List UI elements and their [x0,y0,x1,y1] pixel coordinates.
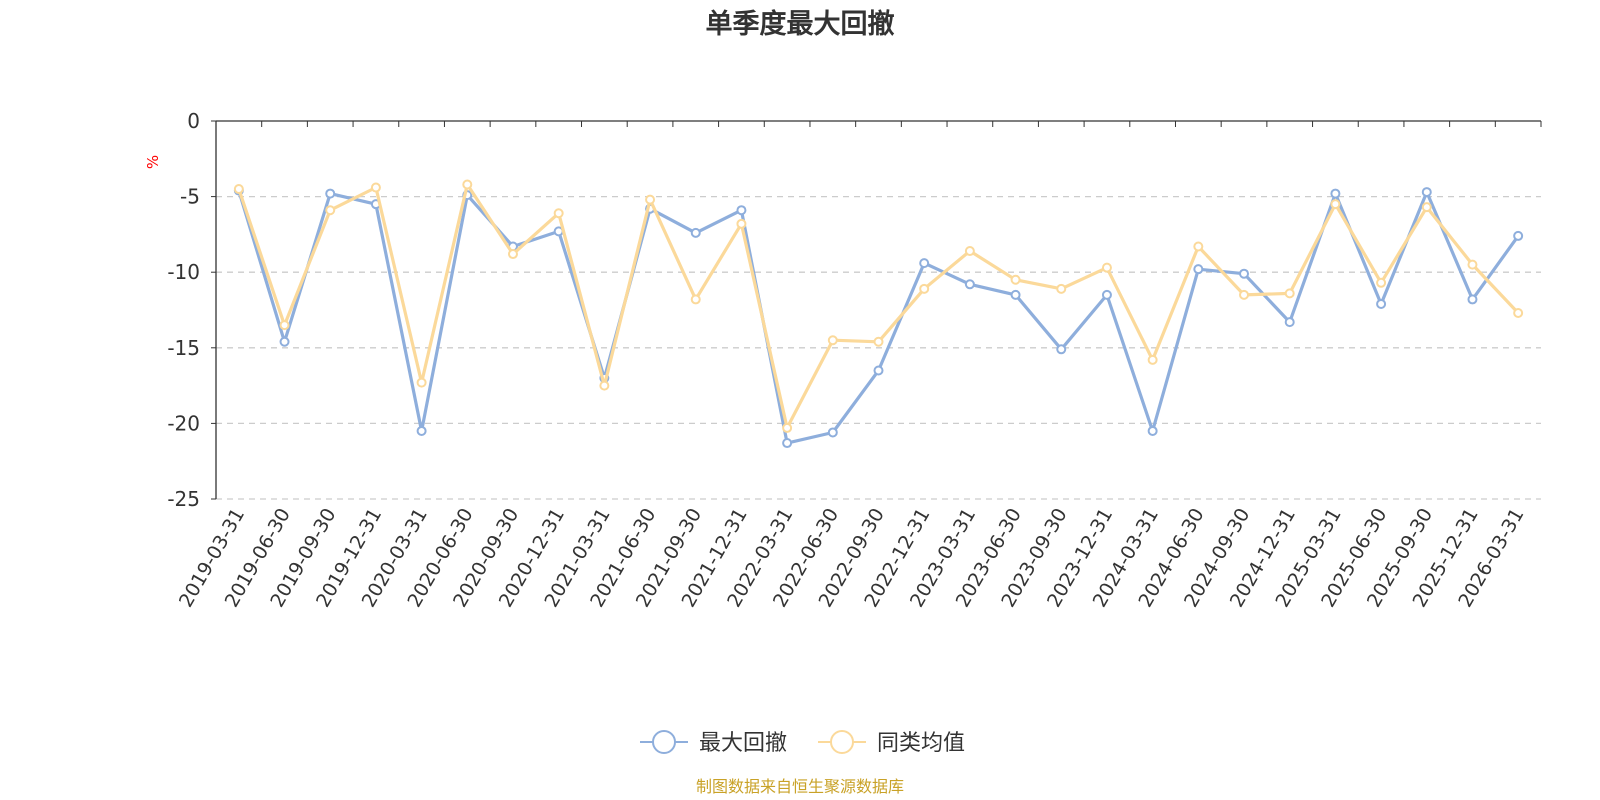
data-point[interactable] [1010,274,1021,285]
data-point[interactable] [1056,344,1067,355]
y-tick-label: -20 [167,411,200,435]
data-point[interactable] [964,246,975,257]
data-source-note: 制图数据来自恒生聚源数据库 [696,777,904,796]
data-point[interactable] [279,336,290,347]
data-point[interactable] [279,320,290,331]
data-point[interactable] [919,283,930,294]
legend-label: 同类均值 [877,731,965,756]
data-point[interactable] [416,377,427,388]
data-point[interactable] [462,179,473,190]
y-tick-label: -5 [180,185,200,209]
data-point[interactable] [873,336,884,347]
data-point[interactable] [782,422,793,433]
data-point[interactable] [1239,268,1250,279]
chart-title: 单季度最大回撤 [706,8,895,40]
data-point[interactable] [1330,188,1341,199]
data-point[interactable] [233,184,244,195]
series-peer-average [233,179,1524,433]
y-tick-label: -15 [167,336,200,360]
data-point[interactable] [736,205,747,216]
legend-marker [652,730,676,754]
data-point[interactable] [1147,425,1158,436]
data-point[interactable] [1467,294,1478,305]
data-point[interactable] [325,188,336,199]
legend[interactable]: 最大回撤 同类均值 [640,730,965,756]
data-point[interactable] [1101,262,1112,273]
data-point[interactable] [827,427,838,438]
y-tick-label: -10 [167,260,200,284]
data-point[interactable] [416,425,427,436]
data-point[interactable] [1193,264,1204,275]
data-point[interactable] [1467,259,1478,270]
data-point[interactable] [645,194,656,205]
series-max-drawdown [233,185,1524,449]
legend-item-max-drawdown[interactable]: 最大回撤 [640,730,787,756]
data-point[interactable] [1513,230,1524,241]
data-point[interactable] [1376,298,1387,309]
data-point[interactable] [1193,241,1204,252]
data-point[interactable] [964,279,975,290]
data-point[interactable] [1056,283,1067,294]
data-point[interactable] [690,227,701,238]
data-point[interactable] [599,380,610,391]
data-point[interactable] [1421,202,1432,213]
series-line [237,190,1520,445]
legend-marker [830,730,854,754]
legend-item-peer-average[interactable]: 同类均值 [818,730,965,756]
data-point[interactable] [919,258,930,269]
data-point[interactable] [736,218,747,229]
data-point[interactable] [1513,308,1524,319]
data-point[interactable] [1421,187,1432,198]
y-axis-unit-label: % [144,155,162,169]
data-point[interactable] [827,335,838,346]
data-point[interactable] [1147,354,1158,365]
data-point[interactable] [1010,289,1021,300]
y-tick-label: -25 [167,487,200,511]
data-point[interactable] [507,249,518,260]
data-point[interactable] [1330,199,1341,210]
data-point[interactable] [1101,289,1112,300]
data-point[interactable] [1284,288,1295,299]
data-point[interactable] [1239,289,1250,300]
legend-label: 最大回撤 [699,731,787,756]
data-point[interactable] [1376,277,1387,288]
data-point[interactable] [553,208,564,219]
series-layer [233,179,1524,449]
data-point[interactable] [370,182,381,193]
data-point[interactable] [690,294,701,305]
data-point[interactable] [782,438,793,449]
data-point[interactable] [1284,317,1295,328]
y-tick-label: 0 [187,109,200,133]
data-point[interactable] [873,365,884,376]
data-point[interactable] [325,205,336,216]
